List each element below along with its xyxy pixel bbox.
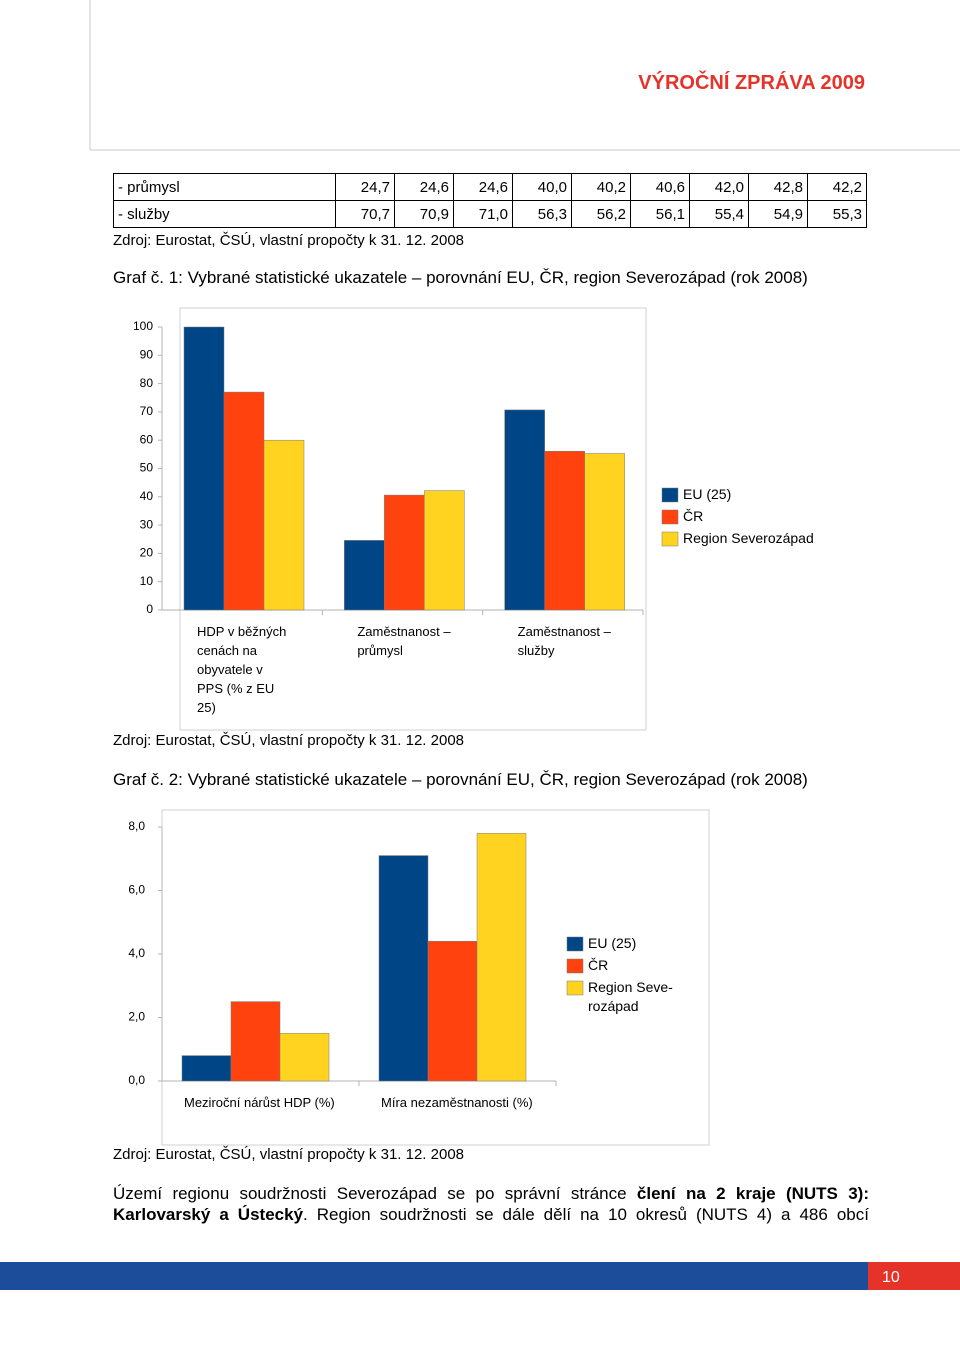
table-cell: 56,3	[512, 200, 572, 228]
table-cell: - průmysl	[113, 173, 336, 201]
bar	[223, 391, 265, 611]
y-tick-label: 20	[140, 546, 154, 560]
legend-swatch	[566, 980, 584, 996]
bar	[344, 540, 385, 611]
y-tick-label: 90	[140, 347, 154, 361]
table-cell: 40,0	[512, 173, 572, 201]
y-tick-label: 4,0	[128, 946, 145, 960]
y-tick-label: 30	[140, 517, 154, 531]
bar	[181, 1055, 232, 1082]
chart-source: Zdroj: Eurostat, ČSÚ, vlastní propočty k…	[113, 732, 465, 749]
y-tick-label: 0	[146, 602, 153, 616]
legend-label: ČR	[588, 957, 609, 973]
table-cell: 42,8	[748, 173, 808, 201]
paragraph-run: . Region soudržnosti se dále dělí na 10 …	[303, 1205, 869, 1224]
x-tick-label: Meziroční nárůst HDP (%)	[184, 1095, 335, 1110]
x-tick-label: Míra nezaměstnanosti (%)	[381, 1095, 533, 1110]
legend-swatch	[566, 936, 584, 952]
table-source: Zdroj: Eurostat, ČSÚ, vlastní propočty k…	[113, 232, 465, 249]
table-cell: 40,6	[630, 173, 690, 201]
y-tick-label: 70	[140, 404, 154, 418]
legend-label: Region Seve- rozápad	[588, 979, 673, 1014]
x-tick-label: HDP v běžných cenách na obyvatele v PPS …	[197, 624, 287, 715]
legend-swatch	[661, 531, 679, 547]
bar	[584, 453, 625, 611]
y-tick-label: 100	[133, 319, 153, 333]
bar	[230, 1001, 281, 1082]
y-tick-label: 0,0	[128, 1073, 145, 1087]
y-tick-label: 40	[140, 489, 154, 503]
table-cell: 70,7	[335, 200, 395, 228]
bar	[427, 941, 478, 1082]
table-cell: 56,2	[571, 200, 631, 228]
data-table: - průmysl 24,7 24,6 24,6 40,0 40,2 40,6 42,0 42,…	[113, 173, 867, 228]
table-row: - průmysl 24,7 24,6 24,6 40,0 40,2 40,6 42,0 42,…	[113, 173, 867, 201]
table-cell: 55,4	[689, 200, 749, 228]
table-cell: 54,9	[748, 200, 808, 228]
table-cell: 42,2	[807, 173, 867, 201]
legend-label: EU (25)	[683, 486, 732, 502]
chart-frame	[179, 307, 647, 731]
y-tick-label: 80	[140, 376, 154, 390]
table-cell: 56,1	[630, 200, 690, 228]
y-tick-label: 6,0	[128, 883, 145, 897]
table-cell: 71,0	[453, 200, 513, 228]
chart-caption: Graf č. 2: Vybrané statistické ukazatele…	[113, 770, 808, 789]
report-title: VÝROČNÍ ZPRÁVA 2009	[638, 72, 865, 94]
bar	[476, 833, 527, 1082]
bar	[384, 494, 425, 611]
legend-swatch	[661, 487, 679, 503]
legend-label: ČR	[683, 508, 704, 524]
table-cell: 24,6	[394, 173, 454, 201]
table-cell: 70,9	[394, 200, 454, 228]
table-cell: 55,3	[807, 200, 867, 228]
bar	[183, 326, 225, 611]
table-cell: 24,6	[453, 173, 513, 201]
y-tick-label: 60	[140, 432, 154, 446]
bar	[378, 855, 429, 1082]
table-row: - služby 70,7 70,9 71,0 56,3 56,2 56,1 55,4 54,9…	[113, 200, 867, 228]
legend-label: Region Severozápad	[683, 530, 814, 546]
table-cell: 40,2	[571, 173, 631, 201]
table-cell: 42,0	[689, 173, 749, 201]
footer-band	[0, 1262, 960, 1290]
y-tick-label: 10	[140, 574, 154, 588]
x-tick-label: Zaměstnanost – služby	[517, 624, 611, 658]
table-cell: 24,7	[335, 173, 395, 201]
bar	[544, 450, 585, 611]
bar	[424, 490, 465, 611]
bar	[504, 409, 545, 611]
paragraph: Území regionu soudržnosti Severozápad se…	[113, 1183, 869, 1225]
paragraph-run: Území regionu soudržnosti Severozápad se…	[113, 1184, 637, 1203]
bar	[279, 1033, 330, 1082]
y-tick-label: 50	[140, 461, 154, 475]
paragraph-run: člení na 2 kraje (NUTS 3): Karlovarský a…	[113, 1184, 869, 1224]
chart-source: Zdroj: Eurostat, ČSÚ, vlastní propočty k…	[113, 1146, 465, 1163]
y-tick-label: 2,0	[128, 1010, 145, 1024]
legend-swatch	[566, 958, 584, 974]
x-tick-label: Zaměstnanost – průmysl	[357, 624, 451, 658]
page-number: 10	[868, 1262, 960, 1290]
y-tick-label: 8,0	[128, 819, 145, 833]
legend-swatch	[661, 509, 679, 525]
chart-caption: Graf č. 1: Vybrané statistické ukazatele…	[113, 268, 808, 287]
table-cell: - služby	[113, 200, 336, 228]
bar	[263, 439, 305, 611]
legend-label: EU (25)	[588, 935, 637, 951]
